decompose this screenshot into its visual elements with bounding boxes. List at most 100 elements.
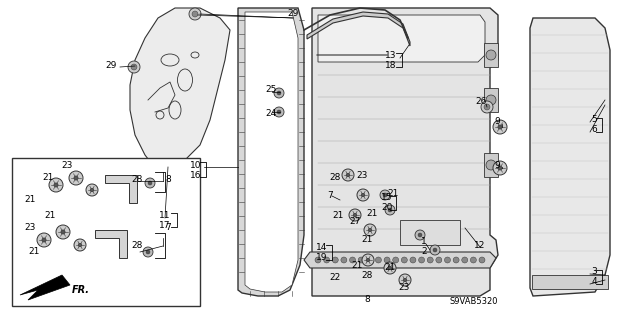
Text: 1: 1 xyxy=(421,238,427,247)
Circle shape xyxy=(453,257,459,263)
Circle shape xyxy=(61,230,65,234)
Circle shape xyxy=(131,64,137,70)
Text: 20: 20 xyxy=(381,204,393,212)
Circle shape xyxy=(493,161,507,175)
Text: 21: 21 xyxy=(362,235,372,244)
Text: 3: 3 xyxy=(591,268,597,277)
Polygon shape xyxy=(130,8,230,170)
Circle shape xyxy=(74,176,78,180)
Circle shape xyxy=(479,257,485,263)
Circle shape xyxy=(368,228,372,232)
Text: 21: 21 xyxy=(387,189,399,197)
Circle shape xyxy=(415,230,425,240)
Circle shape xyxy=(90,188,94,192)
Text: 9: 9 xyxy=(494,117,500,127)
Text: 19: 19 xyxy=(316,254,328,263)
Text: 13: 13 xyxy=(385,50,397,60)
Circle shape xyxy=(366,258,370,262)
Circle shape xyxy=(399,274,411,286)
Circle shape xyxy=(486,95,496,105)
Circle shape xyxy=(192,11,198,17)
Bar xyxy=(12,158,200,306)
Text: 14: 14 xyxy=(316,243,328,253)
Circle shape xyxy=(419,257,424,263)
Text: 23: 23 xyxy=(61,160,73,169)
Circle shape xyxy=(470,257,476,263)
Text: S9VAB5320: S9VAB5320 xyxy=(450,298,499,307)
Circle shape xyxy=(388,208,392,212)
Circle shape xyxy=(444,257,451,263)
Circle shape xyxy=(332,257,339,263)
Circle shape xyxy=(484,104,490,110)
Text: 21: 21 xyxy=(366,209,378,218)
Text: 7: 7 xyxy=(327,190,333,199)
Circle shape xyxy=(349,257,356,263)
Circle shape xyxy=(384,262,396,274)
Polygon shape xyxy=(304,252,496,268)
Circle shape xyxy=(54,183,58,187)
Circle shape xyxy=(364,224,376,236)
Text: 27: 27 xyxy=(349,218,361,226)
Text: 28: 28 xyxy=(362,271,372,279)
Circle shape xyxy=(498,166,502,170)
Text: 21: 21 xyxy=(42,174,54,182)
Circle shape xyxy=(56,225,70,239)
Circle shape xyxy=(461,257,468,263)
Circle shape xyxy=(410,257,416,263)
Text: 10: 10 xyxy=(190,160,202,169)
Polygon shape xyxy=(530,18,610,296)
Circle shape xyxy=(361,193,365,197)
Text: 11: 11 xyxy=(159,211,171,219)
Polygon shape xyxy=(312,8,498,296)
Circle shape xyxy=(401,257,407,263)
Circle shape xyxy=(428,257,433,263)
Text: 5: 5 xyxy=(591,115,597,124)
Text: 17: 17 xyxy=(159,220,171,229)
Circle shape xyxy=(486,160,496,170)
Text: 28: 28 xyxy=(330,174,340,182)
Circle shape xyxy=(362,254,374,266)
Circle shape xyxy=(324,257,330,263)
Circle shape xyxy=(346,173,350,177)
Circle shape xyxy=(430,245,440,255)
Circle shape xyxy=(486,50,496,60)
Text: 22: 22 xyxy=(330,273,340,283)
Text: 28: 28 xyxy=(131,175,143,184)
Text: 23: 23 xyxy=(398,284,410,293)
Circle shape xyxy=(146,250,150,254)
Text: 18: 18 xyxy=(385,61,397,70)
Text: 25: 25 xyxy=(266,85,276,94)
Circle shape xyxy=(493,120,507,134)
Text: 28: 28 xyxy=(131,241,143,249)
Text: 12: 12 xyxy=(474,241,486,249)
Text: 16: 16 xyxy=(190,170,202,180)
Circle shape xyxy=(69,171,83,185)
Circle shape xyxy=(42,238,46,242)
Circle shape xyxy=(349,209,361,221)
Circle shape xyxy=(86,184,98,196)
Polygon shape xyxy=(318,15,485,62)
Text: 21: 21 xyxy=(24,196,36,204)
Circle shape xyxy=(37,233,51,247)
Text: 21: 21 xyxy=(351,261,363,270)
Circle shape xyxy=(358,257,364,263)
Circle shape xyxy=(498,125,502,129)
Circle shape xyxy=(148,181,152,185)
Polygon shape xyxy=(245,12,298,292)
Text: 21: 21 xyxy=(44,211,56,219)
Text: 23: 23 xyxy=(356,170,368,180)
Polygon shape xyxy=(95,230,127,258)
Text: 8: 8 xyxy=(364,295,370,305)
Text: 8: 8 xyxy=(165,175,171,184)
Text: 24: 24 xyxy=(266,108,276,117)
Circle shape xyxy=(315,257,321,263)
Text: 15: 15 xyxy=(381,194,393,203)
Circle shape xyxy=(383,193,387,197)
Bar xyxy=(484,43,498,67)
Circle shape xyxy=(357,189,369,201)
Text: 29: 29 xyxy=(106,62,116,70)
Polygon shape xyxy=(307,12,410,46)
Circle shape xyxy=(403,278,407,282)
Circle shape xyxy=(277,91,281,95)
Text: 6: 6 xyxy=(591,125,597,135)
